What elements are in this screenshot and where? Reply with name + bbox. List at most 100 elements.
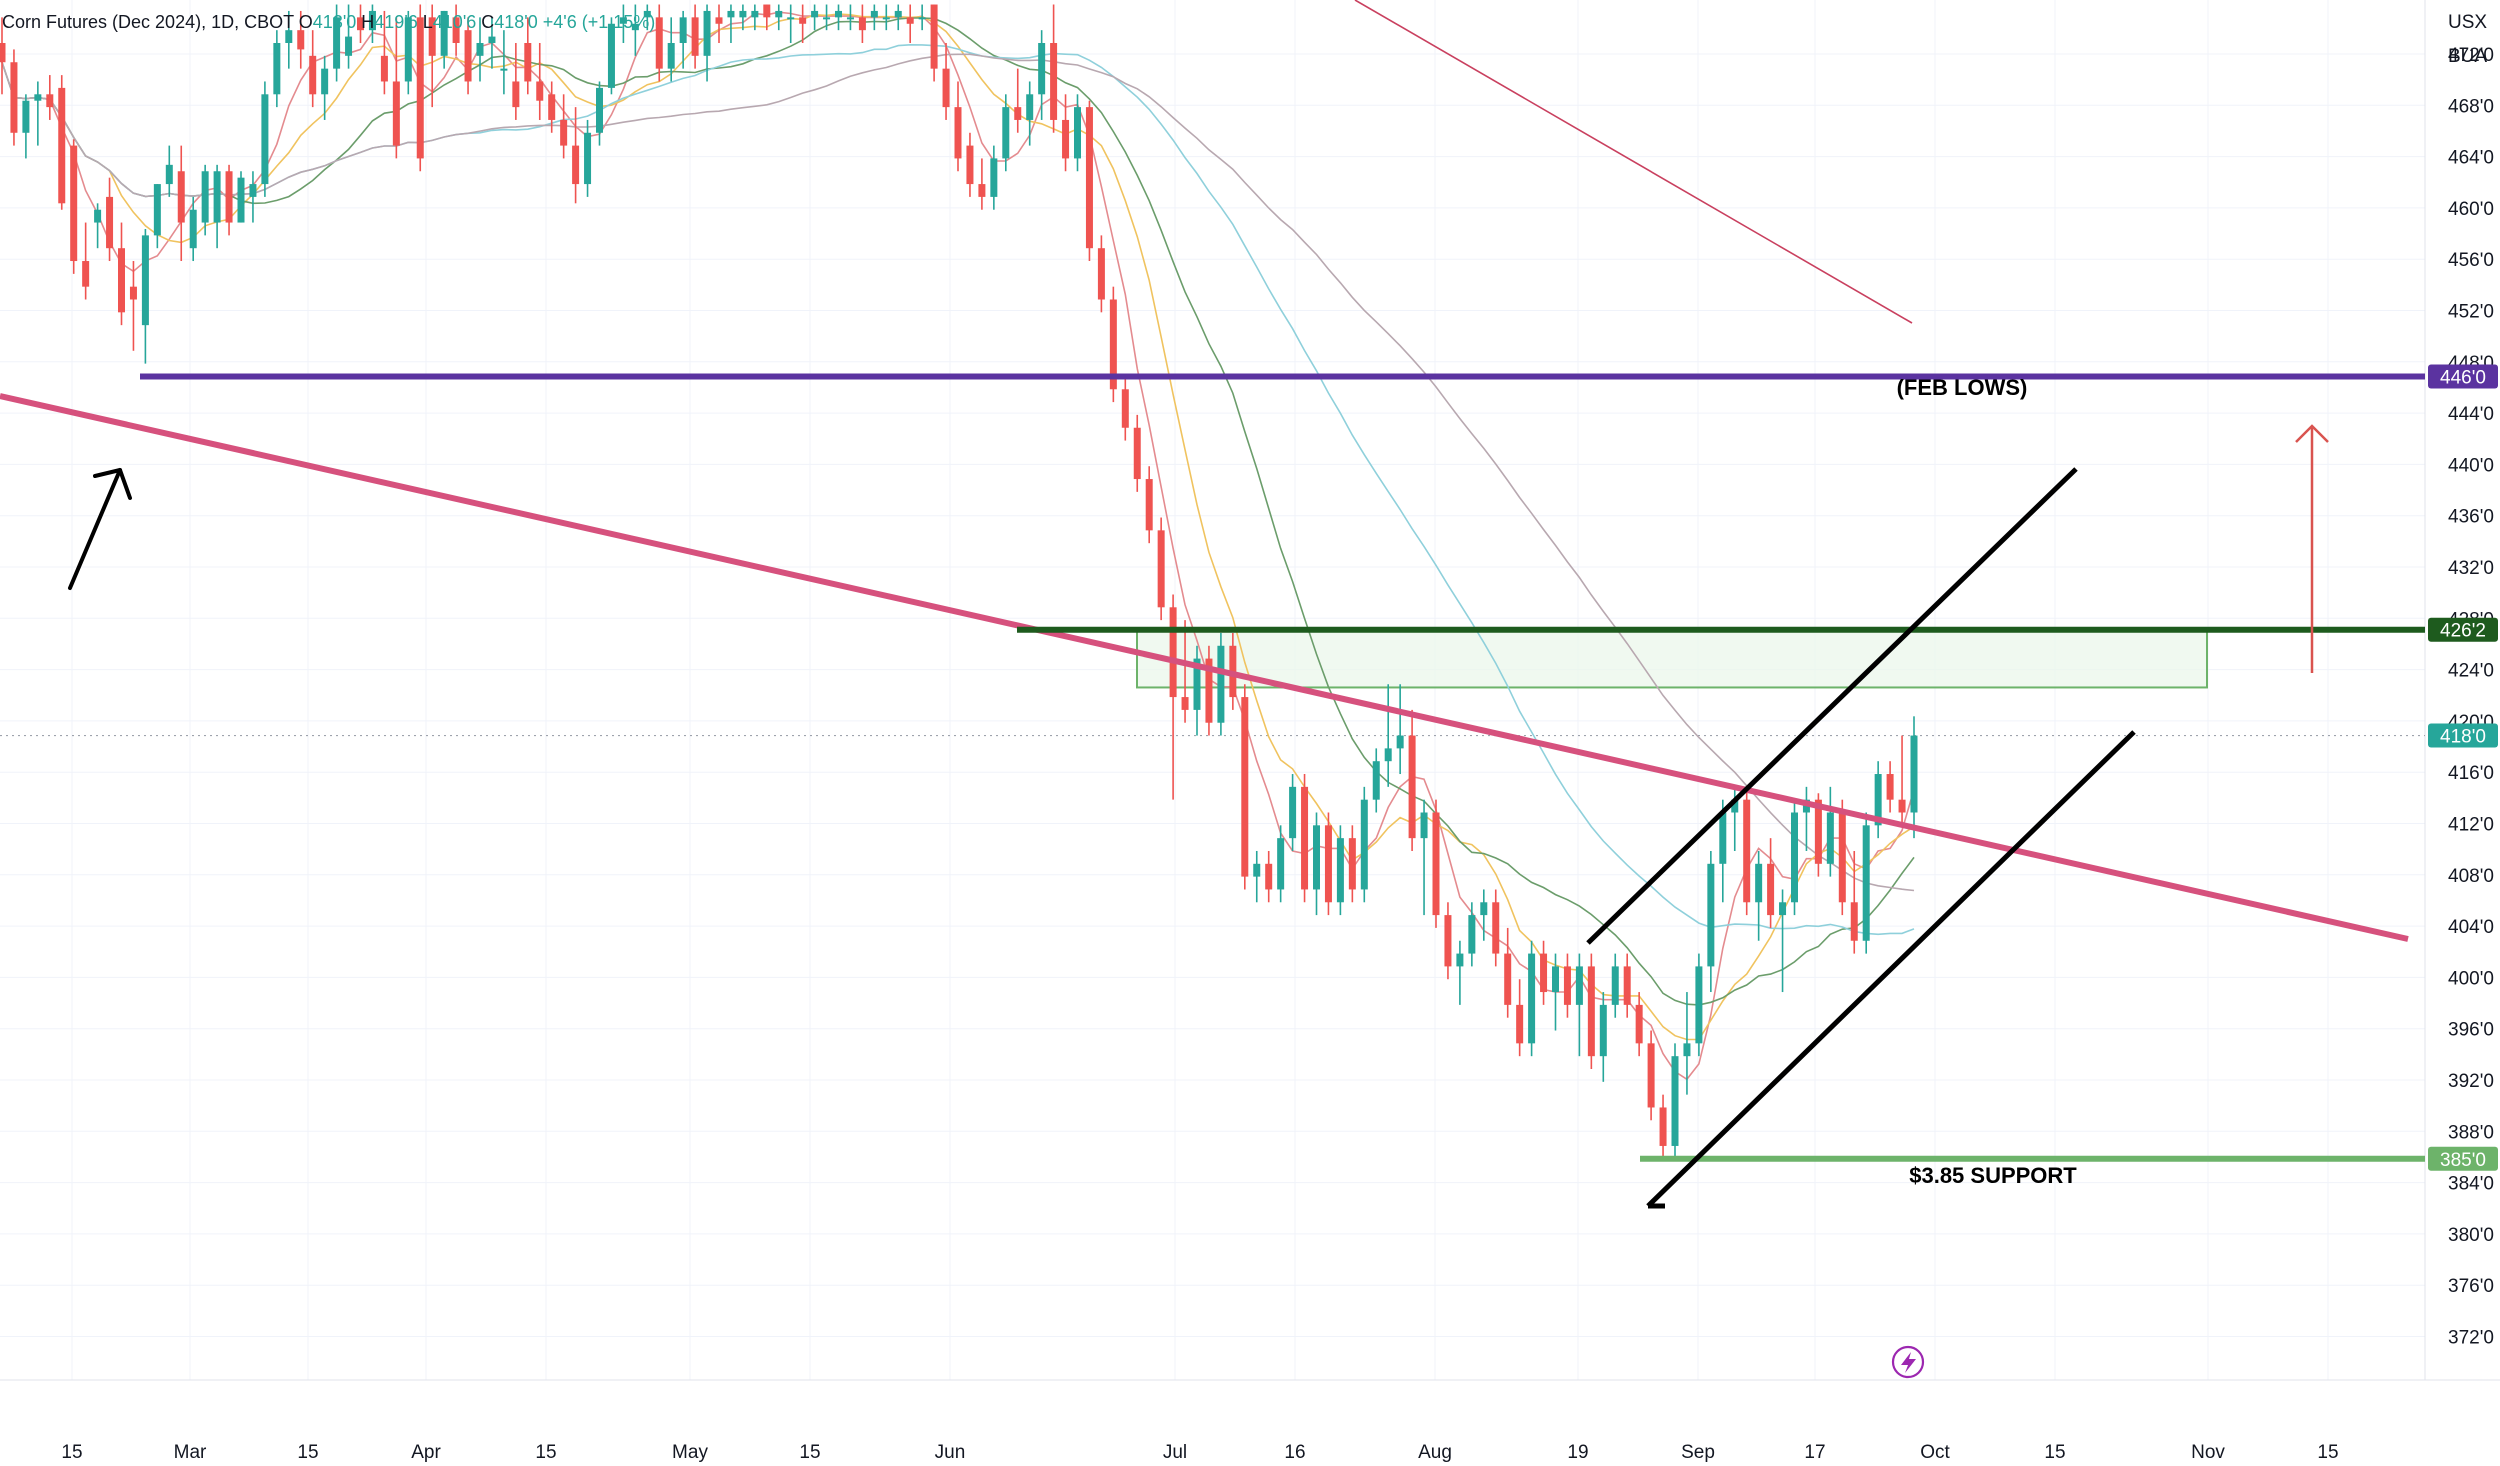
candle-body <box>643 10 651 18</box>
candle <box>1850 850 1858 954</box>
candle <box>512 43 520 120</box>
y-tick-label: 408'0 <box>2448 866 2494 887</box>
candle-body <box>165 164 173 185</box>
candle <box>811 4 819 31</box>
descending-trendline <box>0 393 2409 942</box>
candle-body <box>1850 902 1858 941</box>
candle-body <box>727 10 735 18</box>
candle-body <box>249 184 257 197</box>
lightning-icon <box>1891 1345 1925 1379</box>
candle <box>1695 953 1703 1057</box>
candle <box>691 4 699 69</box>
candle-body <box>1874 774 1882 826</box>
candle-body <box>1372 761 1380 800</box>
x-tick-label: Apr <box>411 1442 441 1463</box>
candle-body <box>560 119 568 146</box>
candle-body <box>1217 645 1225 723</box>
candle <box>1826 786 1834 877</box>
candle <box>1456 940 1464 1005</box>
candle-body <box>1348 838 1356 890</box>
candle-body <box>345 36 353 56</box>
candle <box>1492 889 1500 967</box>
candle <box>1587 953 1595 1069</box>
candle <box>1552 953 1559 1031</box>
candle-body <box>70 145 78 262</box>
y-tick-label: 396'0 <box>2448 1020 2494 1041</box>
candle <box>1862 812 1870 954</box>
candle <box>596 81 603 146</box>
candle-body <box>1898 799 1906 813</box>
zone-rect <box>1136 628 2208 689</box>
price-tag: 426'2 <box>2428 617 2498 642</box>
candle-body <box>811 10 819 18</box>
x-tick-label: 16 <box>1284 1442 1305 1463</box>
candle <box>882 4 890 31</box>
candle-body <box>954 107 962 159</box>
candle-body <box>82 261 90 287</box>
candle-body <box>930 4 938 69</box>
candle <box>584 119 592 197</box>
candle-body <box>488 36 496 43</box>
ma-40 <box>1 43 1915 936</box>
candle-body <box>106 196 114 249</box>
candle <box>536 43 544 120</box>
candle <box>643 4 651 31</box>
y-tick-label: 424'0 <box>2448 661 2494 682</box>
candle <box>1181 620 1189 723</box>
candle-body <box>894 10 902 18</box>
candle-body <box>607 23 615 88</box>
candle-body <box>739 10 747 18</box>
candle-body <box>1779 902 1787 916</box>
candle <box>1014 68 1022 133</box>
candle <box>1647 1030 1655 1121</box>
candle <box>835 4 842 31</box>
candle <box>1671 1043 1679 1159</box>
candle <box>1659 1094 1667 1159</box>
candle <box>237 171 245 223</box>
ma-5 <box>1 11 1915 1081</box>
candle-body <box>46 94 54 108</box>
feb-lows-label: (FEB LOWS) <box>1897 375 2028 400</box>
candle-body <box>1253 863 1261 877</box>
candle <box>476 17 484 82</box>
candle-body <box>58 87 66 204</box>
candles <box>0 4 1918 1159</box>
candle-body <box>1695 966 1703 1044</box>
candle <box>416 4 424 172</box>
candle <box>1707 850 1715 993</box>
candle-body <box>548 94 556 120</box>
candle <box>1396 684 1404 775</box>
candle-body <box>1659 1107 1667 1146</box>
candle <box>1898 735 1906 826</box>
candle-body <box>1181 697 1189 710</box>
candle-body <box>966 145 974 185</box>
candle-body <box>763 4 771 18</box>
candle <box>345 4 353 69</box>
candle-body <box>1743 799 1751 903</box>
candle <box>1838 799 1846 916</box>
candle <box>607 17 615 95</box>
candle <box>1157 517 1165 621</box>
candle-body <box>1313 825 1320 890</box>
candle-body <box>619 17 627 24</box>
candle <box>1277 825 1285 903</box>
x-tick-label: Aug <box>1418 1442 1452 1463</box>
ma-10 <box>1 13 1915 1041</box>
candle <box>392 17 400 159</box>
candle-body <box>1193 658 1201 710</box>
candle <box>799 4 807 43</box>
header-ohlc: Corn Futures (Dec 2024), 1D, CBOT O413'0… <box>2 12 655 32</box>
x-tick-label: 15 <box>799 1442 820 1463</box>
candle-body <box>990 158 998 197</box>
candle-body <box>1767 863 1775 916</box>
candle-body <box>823 17 831 20</box>
candle-body <box>715 17 723 24</box>
price-axis: 472'0468'0464'0460'0456'0452'0448'0444'0… <box>2428 12 2498 1349</box>
candle <box>823 4 831 31</box>
candle <box>715 4 723 43</box>
candle <box>1623 953 1631 1018</box>
candle <box>297 10 305 69</box>
y-tick-label: 412'0 <box>2448 815 2494 836</box>
